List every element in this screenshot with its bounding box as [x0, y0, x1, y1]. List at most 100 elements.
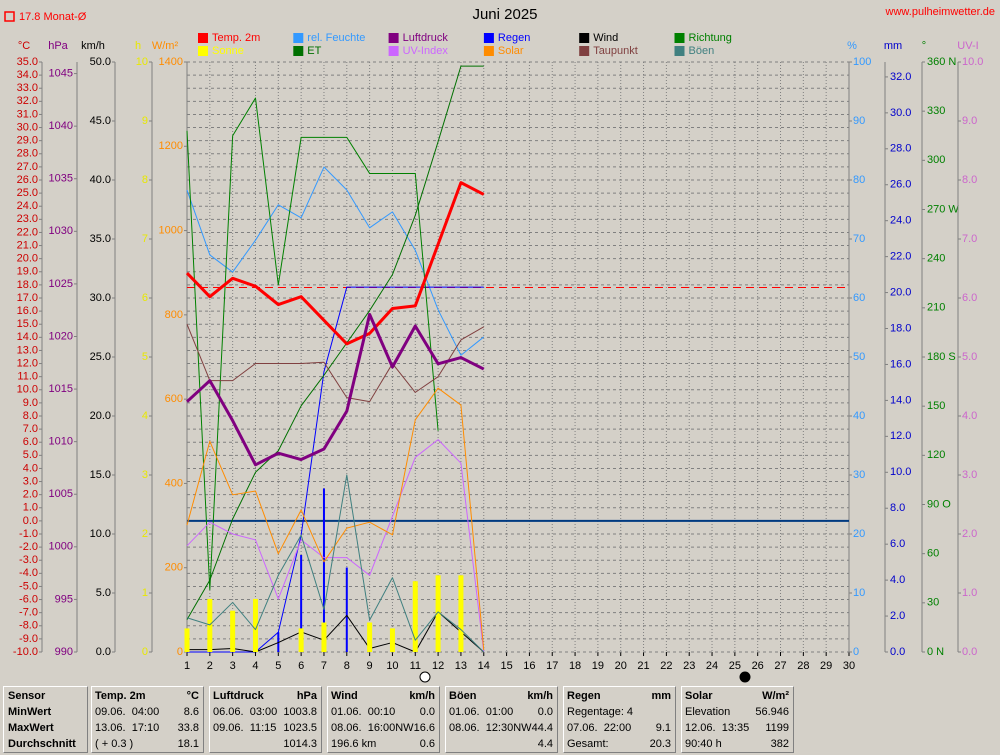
- table-cell: 09.06. 04:00: [95, 706, 160, 718]
- y-tick-label: 35.0: [17, 56, 38, 68]
- y-tick-label: 30: [927, 597, 939, 609]
- table-section: [91, 686, 204, 753]
- x-tick-label: 10: [386, 660, 398, 672]
- y-tick-label: 2.0: [890, 610, 905, 622]
- legend-label: Luftdruck: [403, 32, 449, 44]
- average-icon: [4, 11, 15, 22]
- y-tick-label: 25.0: [17, 187, 38, 199]
- y-tick-label: 8.0: [890, 502, 905, 514]
- table-cell: 90:40 h: [685, 738, 722, 750]
- y-tick-label: 9.0: [962, 115, 977, 127]
- stats-table: Sensor MinWert MaxWert Durchschnitt Temp. 2m…: [0, 684, 1000, 755]
- y-tick-label: -6.0: [19, 593, 38, 605]
- y-tick-label: 14.0: [890, 394, 911, 406]
- y-tick-label: 9: [142, 115, 148, 127]
- y-tick-label: 1005: [49, 488, 73, 500]
- y-tick-label: 15.0: [90, 469, 111, 481]
- y-tick-label: 0: [177, 646, 183, 658]
- y-tick-label: 29.0: [17, 135, 38, 147]
- y-tick-label: 4: [142, 410, 148, 422]
- bar: [184, 628, 190, 652]
- y-tick-label: 90 O: [927, 498, 951, 510]
- line: [186, 324, 485, 403]
- moon-phase-icon: [419, 671, 431, 683]
- y-tick-label: 240: [927, 253, 945, 265]
- x-tick-label: 30: [843, 660, 855, 672]
- x-tick-label: 11: [410, 660, 421, 672]
- legend-swatch: [293, 46, 304, 56]
- legend-label: Wind: [593, 32, 618, 44]
- y-tick-label: 3.0: [23, 475, 38, 487]
- y-tick-label: 8.0: [962, 174, 977, 186]
- bar: [389, 628, 395, 652]
- x-tick-label: 23: [683, 660, 695, 672]
- legend-swatch: [198, 33, 208, 43]
- table-cell: Gesamt:: [567, 738, 609, 750]
- y-tick-label: 6.0: [962, 292, 977, 304]
- y-tick-label: 7.0: [23, 423, 38, 435]
- table-cell: 1003.8: [283, 706, 317, 718]
- y-tick-label: 30.0: [17, 121, 38, 133]
- y-tick-label: 5.0: [96, 587, 111, 599]
- y-tick-label: 23.0: [17, 213, 38, 225]
- table-cell: ( + 0.3 ): [95, 738, 134, 750]
- y-tick-label: 0: [142, 646, 148, 658]
- y-tick-label: 1010: [49, 436, 73, 448]
- x-tick-label: 16: [523, 660, 535, 672]
- legend-label: Regen: [498, 32, 530, 44]
- bar: [321, 622, 327, 652]
- y-tick-label: 25.0: [90, 351, 111, 363]
- y-tick-label: 30.0: [890, 107, 911, 119]
- y-tick-label: 24.0: [890, 215, 911, 227]
- table-cell: 01.06. 00:10: [331, 706, 396, 718]
- axis-title: W/m²: [152, 40, 179, 52]
- x-tick-label: 12: [432, 660, 444, 672]
- y-tick-label: 6: [142, 292, 148, 304]
- y-tick-label: 600: [165, 393, 183, 405]
- bar: [300, 554, 303, 652]
- y-tick-label: 90: [853, 115, 865, 127]
- table-cell: 1199: [765, 722, 789, 734]
- y-tick-label: 35.0: [90, 233, 111, 245]
- y-tick-label: 180 S: [927, 351, 956, 363]
- y-tick-label: 10.0: [890, 466, 911, 478]
- table-section: [209, 686, 322, 753]
- x-tick-label: 13: [455, 660, 467, 672]
- y-tick-label: 20.0: [17, 253, 38, 265]
- y-tick-label: 3.0: [962, 469, 977, 481]
- y-tick-label: 200: [165, 562, 183, 574]
- table-cell: km/h: [409, 690, 435, 702]
- table-cell: Böen: [449, 690, 477, 702]
- y-tick-label: 330: [927, 105, 945, 117]
- x-tick-label: 20: [615, 660, 627, 672]
- y-tick-label: 5: [142, 351, 148, 363]
- y-tick-label: 28.0: [890, 143, 911, 155]
- y-tick-label: 28.0: [17, 148, 38, 160]
- y-tick-label: 995: [55, 593, 73, 605]
- x-tick-label: 25: [729, 660, 741, 672]
- line: [186, 65, 484, 620]
- line: [186, 439, 485, 653]
- table-cell: 1023.5: [283, 722, 317, 734]
- legend-label: Taupunkt: [593, 45, 638, 57]
- y-tick-label: -10.0: [13, 646, 38, 658]
- table-section: [563, 686, 676, 753]
- table-cell: 0.0: [419, 706, 435, 718]
- bar: [322, 488, 325, 652]
- y-tick-label: 60: [853, 292, 865, 304]
- y-tick-label: -1.0: [19, 528, 38, 540]
- y-tick-label: 5.0: [23, 449, 38, 461]
- x-tick-label: 9: [367, 660, 373, 672]
- y-tick-label: 1.0: [962, 587, 977, 599]
- y-tick-label: 800: [165, 309, 183, 321]
- legend-label: ET: [307, 45, 321, 57]
- y-tick-label: 1030: [49, 225, 73, 237]
- y-tick-label: 18.0: [17, 279, 38, 291]
- y-tick-label: 31.0: [17, 108, 38, 120]
- line: [187, 611, 485, 653]
- y-tick-label: 26.0: [890, 179, 911, 191]
- table-cell: 0.6: [419, 738, 435, 750]
- y-tick-label: 45.0: [90, 115, 111, 127]
- bar: [252, 598, 258, 652]
- y-tick-label: 33.0: [17, 82, 38, 94]
